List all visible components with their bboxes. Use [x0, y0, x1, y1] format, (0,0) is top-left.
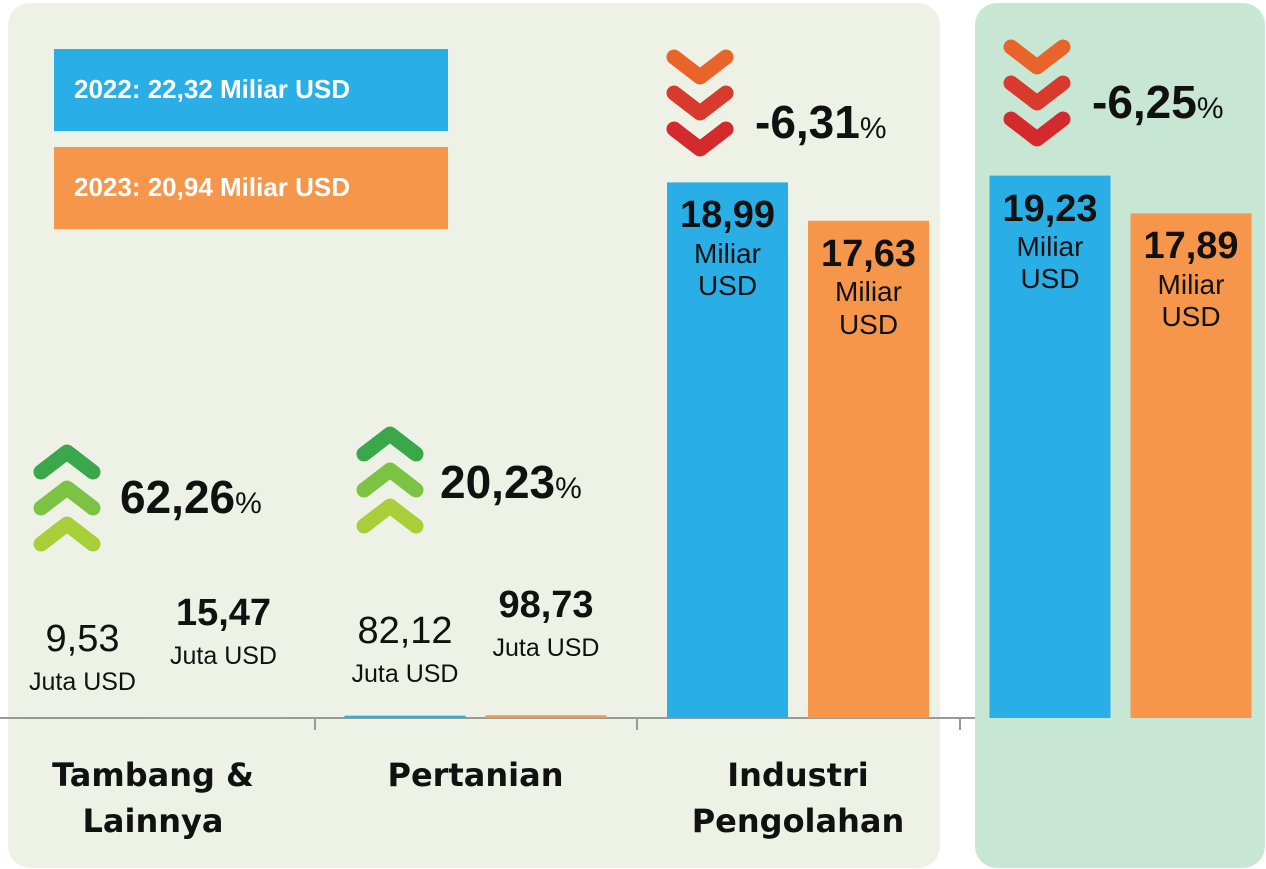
category-label: Pertanian — [387, 756, 564, 794]
bar — [989, 175, 1111, 719]
value-unit: Juta USD — [351, 659, 459, 688]
value-unit: Miliar USD — [1157, 269, 1225, 333]
change-value: -6,25 — [1092, 76, 1197, 128]
change-arrow — [33, 480, 101, 516]
value-label: 19,23 — [1002, 187, 1098, 230]
value-unit: Juta USD — [170, 641, 277, 670]
change-label: 62,26% — [120, 470, 262, 524]
bar — [485, 715, 607, 718]
value-label-group: 17,63 Miliar USD — [788, 233, 949, 341]
change-arrow — [33, 444, 101, 480]
change-unit: % — [235, 487, 262, 520]
value-label-group: 82,12 Juta USD — [325, 610, 486, 688]
legend-swatch — [54, 49, 448, 131]
bar — [667, 182, 788, 718]
change-unit: % — [555, 472, 582, 505]
value-unit: Miliar USD — [1016, 231, 1084, 295]
change-arrow — [1003, 111, 1071, 147]
change-label: -6,31% — [755, 95, 887, 149]
bar — [344, 715, 466, 718]
change-unit: % — [859, 112, 887, 145]
legend-swatch — [54, 147, 448, 229]
value-label: 15,47 — [175, 592, 272, 634]
value-unit: Miliar USD — [694, 238, 761, 302]
change-label: -6,25% — [1092, 75, 1224, 129]
value-label-group: 19,23 Miliar USD — [970, 188, 1131, 296]
value-unit: Miliar USD — [835, 276, 902, 340]
change-label: 20,23% — [440, 455, 582, 509]
value-label: 9,53 — [45, 618, 120, 660]
change-value: 20,23 — [440, 456, 556, 508]
value-unit: Juta USD — [492, 633, 600, 662]
change-value: -6,31 — [755, 96, 860, 148]
value-unit: Juta USD — [29, 667, 136, 696]
value-label: 17,63 — [820, 232, 917, 275]
value-label: 98,73 — [498, 584, 594, 626]
value-label-group: 9,53 Juta USD — [2, 618, 163, 696]
value-label: 18,99 — [679, 194, 776, 237]
change-arrow — [1003, 75, 1071, 111]
legend-label: 2022: 22,32 Miliar USD — [74, 74, 351, 104]
bar — [1130, 213, 1252, 718]
change-arrow — [33, 516, 101, 552]
bar — [808, 220, 929, 718]
change-arrow — [666, 121, 734, 157]
change-arrow — [356, 498, 424, 534]
value-label-group: 98,73 Juta USD — [466, 584, 627, 662]
value-label-group: 17,89 Miliar USD — [1111, 225, 1266, 333]
change-value: 62,26 — [120, 471, 236, 523]
change-arrow — [356, 462, 424, 498]
category-label: Industri Pengolahan — [691, 756, 905, 841]
value-label: 17,89 — [1143, 225, 1239, 268]
change-arrow — [666, 49, 734, 85]
change-arrow — [356, 426, 424, 462]
change-unit: % — [1196, 92, 1224, 125]
change-arrow — [1003, 39, 1071, 75]
change-arrow — [666, 85, 734, 121]
value-label-group: 15,47 Juta USD — [143, 592, 304, 670]
value-label: 82,12 — [357, 610, 453, 652]
legend-label: 2023: 20,94 Miliar USD — [74, 172, 351, 202]
value-label-group: 18,99 Miliar USD — [647, 194, 808, 302]
category-label: Tambang & Lainnya — [52, 756, 254, 841]
